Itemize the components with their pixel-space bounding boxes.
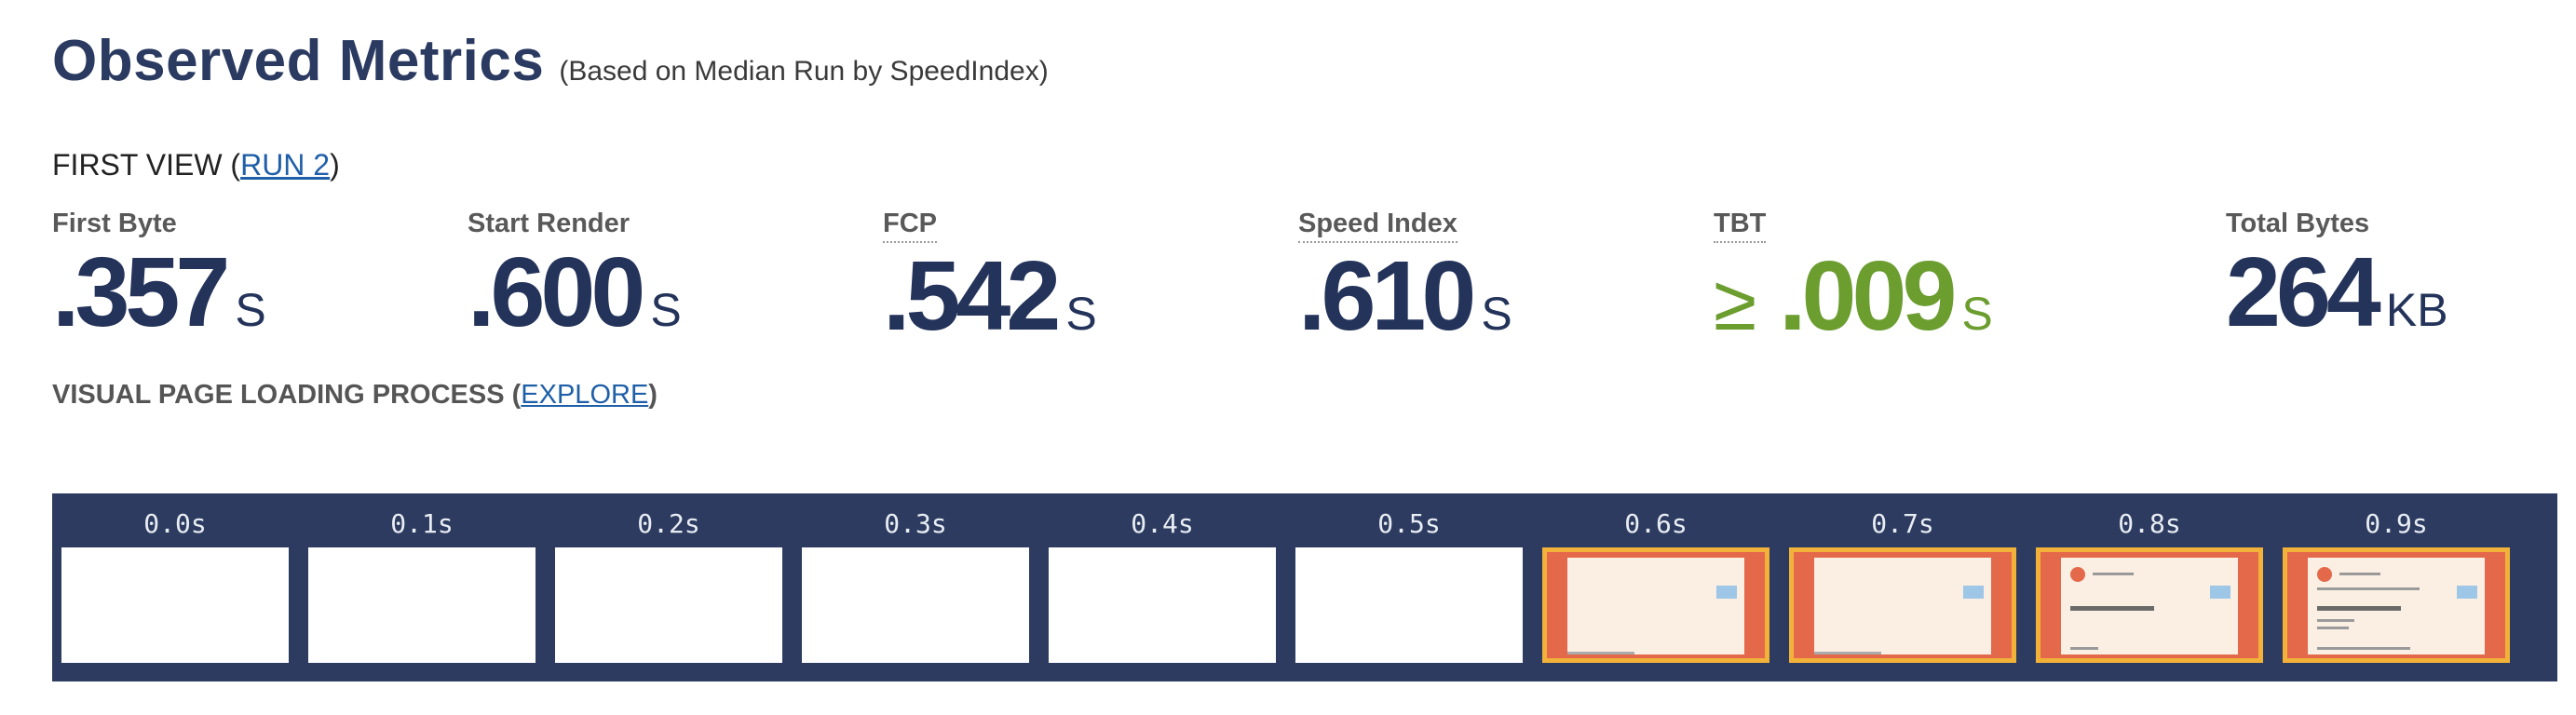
thumbnail-text-line <box>2070 647 2098 650</box>
first-view-heading: FIRST VIEW (RUN 2) <box>52 148 2548 182</box>
frame-thumbnail[interactable] <box>308 547 536 663</box>
metric-label[interactable]: FCP <box>883 209 937 243</box>
metric-unit: S <box>1961 288 1993 340</box>
metric-unit: KB <box>2385 284 2448 336</box>
thumbnail-button-shape <box>2457 586 2477 599</box>
frame-time: 0.3s <box>884 508 947 539</box>
thumbnail-text-line <box>2317 587 2420 590</box>
metric-unit: S <box>650 284 682 336</box>
filmstrip: 0.0s 0.1s 0.2s 0.3s 0.4s 0.5s 0.6s 0.7s <box>52 493 2557 681</box>
metric-label[interactable]: TBT <box>1714 209 1767 243</box>
metric-value: .357 S <box>52 243 266 342</box>
metrics-row: First Byte .357 S Start Render .600 S FCP … <box>52 209 2548 376</box>
thumbnail-page <box>2308 558 2485 654</box>
frame-thumbnail[interactable] <box>1049 547 1276 663</box>
paren-close: ) <box>648 380 658 410</box>
thumbnail-heading-line <box>2317 606 2401 611</box>
first-view-label: FIRST VIEW ( <box>52 148 241 182</box>
metric-value: ≥ .009 S <box>1714 247 1993 345</box>
metric-value: .542 S <box>883 247 1097 345</box>
paren-open: ( <box>504 380 522 410</box>
metric-number: .357 <box>52 237 230 347</box>
title-row: Observed Metrics (Based on Median Run by… <box>52 28 2548 94</box>
metric-value: .610 S <box>1298 247 1512 345</box>
metric-number: 264 <box>2226 237 2381 347</box>
frame-thumbnail[interactable] <box>555 547 782 663</box>
thumbnail-button-shape <box>1716 586 1737 599</box>
metric-unit: S <box>1065 288 1097 340</box>
metric-speed-index: Speed Index .610 S <box>1298 209 1512 345</box>
filmstrip-frame[interactable]: 0.8s <box>2027 493 2272 681</box>
frame-time: 0.0s <box>143 508 207 539</box>
filmstrip-frame[interactable]: 0.5s <box>1286 493 1532 681</box>
thumbnail-page <box>1814 558 1991 654</box>
filmstrip-frame[interactable]: 0.2s <box>546 493 792 681</box>
filmstrip-frame[interactable]: 0.9s <box>2273 493 2519 681</box>
metric-value: .600 S <box>468 243 682 342</box>
filmstrip-frame[interactable]: 0.1s <box>299 493 545 681</box>
explore-link[interactable]: EXPLORE <box>521 380 649 410</box>
metric-number: .009 <box>1779 241 1957 351</box>
metric-label[interactable]: Speed Index <box>1298 209 1457 243</box>
thumbnail-text-line <box>2317 627 2349 629</box>
frame-thumbnail[interactable] <box>61 547 289 663</box>
frame-thumbnail[interactable] <box>1542 547 1769 663</box>
thumbnail-page <box>1567 558 1744 654</box>
metric-fcp: FCP .542 S <box>883 209 1097 345</box>
metric-label: Total Bytes <box>2226 209 2370 238</box>
thumbnail-button-shape <box>1963 586 1984 599</box>
metric-start-render: Start Render .600 S <box>468 209 682 342</box>
metric-label: Start Render <box>468 209 630 238</box>
thumbnail-heading-line <box>2070 606 2154 611</box>
visual-loading-heading: VISUAL PAGE LOADING PROCESS (EXPLORE) <box>52 380 2548 411</box>
first-view-suffix: ) <box>330 148 340 182</box>
greater-equal-sign: ≥ <box>1714 259 1757 346</box>
metric-unit: S <box>235 284 266 336</box>
thumbnail-page <box>2061 558 2238 654</box>
frame-thumbnail[interactable] <box>1295 547 1523 663</box>
thumbnail-button-shape <box>2210 586 2230 599</box>
frame-thumbnail[interactable] <box>2283 547 2510 663</box>
frame-time: 0.5s <box>1377 508 1441 539</box>
metric-first-byte: First Byte .357 S <box>52 209 266 342</box>
frame-time: 0.9s <box>2365 508 2428 539</box>
filmstrip-frame[interactable]: 0.7s <box>1780 493 2026 681</box>
page-title: Observed Metrics <box>52 29 545 93</box>
thumbnail-text-line <box>2093 573 2134 575</box>
filmstrip-frame[interactable]: 0.0s <box>52 493 298 681</box>
metric-tbt: TBT ≥ .009 S <box>1714 209 1993 345</box>
metric-value: 264 KB <box>2226 243 2448 342</box>
metric-number: .542 <box>883 241 1061 351</box>
thumbnail-text-line <box>2339 573 2380 575</box>
thumbnail-logo-icon <box>2070 567 2085 582</box>
filmstrip-frame[interactable]: 0.6s <box>1533 493 1779 681</box>
filmstrip-frame[interactable]: 0.4s <box>1039 493 1285 681</box>
frame-thumbnail[interactable] <box>802 547 1029 663</box>
frame-time: 0.7s <box>1871 508 1934 539</box>
visual-loading-label: VISUAL PAGE LOADING PROCESS <box>52 380 505 410</box>
run-2-link[interactable]: RUN 2 <box>240 148 331 182</box>
metric-label: First Byte <box>52 209 177 238</box>
filmstrip-frame[interactable]: 0.3s <box>793 493 1038 681</box>
metric-number: .600 <box>468 237 645 347</box>
thumbnail-text-line <box>2317 619 2354 622</box>
metric-total-bytes: Total Bytes 264 KB <box>2226 209 2448 342</box>
frame-time: 0.4s <box>1131 508 1194 539</box>
frame-thumbnail[interactable] <box>1789 547 2016 663</box>
frame-time: 0.1s <box>390 508 454 539</box>
thumbnail-logo-icon <box>2317 567 2332 582</box>
thumbnail-progress-shape <box>1567 652 1634 654</box>
frame-time: 0.2s <box>637 508 700 539</box>
observed-metrics-panel: Observed Metrics (Based on Median Run by… <box>52 28 2548 411</box>
frame-time: 0.6s <box>1624 508 1688 539</box>
frame-thumbnail[interactable] <box>2036 547 2263 663</box>
frame-time: 0.8s <box>2118 508 2181 539</box>
metric-number: .610 <box>1298 241 1476 351</box>
thumbnail-text-line <box>2317 647 2410 650</box>
metric-unit: S <box>1481 288 1512 340</box>
page-subtitle: (Based on Median Run by SpeedIndex) <box>559 56 1049 87</box>
thumbnail-progress-shape <box>1814 652 1881 654</box>
